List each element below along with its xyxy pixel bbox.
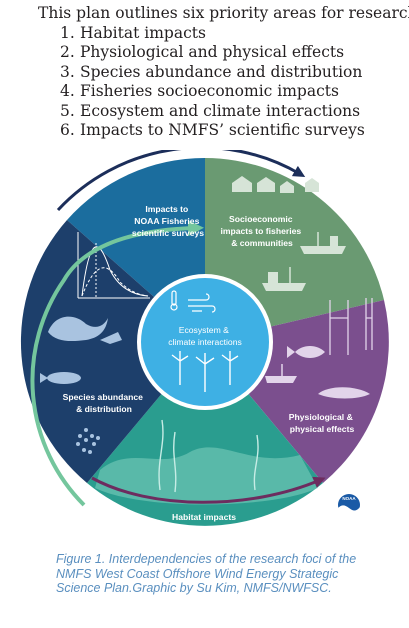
caption-line: Science Plan.Graphic by Su Kim, NMFS/NWF… [56,581,332,595]
outer-arrow-top [56,150,306,212]
caption-line: Figure 1. Interdependencies of the resea… [56,552,357,566]
list-item: 1. Habitat impacts [60,24,206,42]
noaa-logo: NOAA [335,491,363,519]
noaa-logo-text: NOAA [342,496,356,501]
research-wheel-diagram: Impacts to NOAA Fisheries scientific sur… [20,150,389,526]
list-item: 6. Impacts to NMFS’ scientific surveys [60,121,365,140]
fish-school-icon [40,372,81,384]
seabird-icon [100,332,122,344]
seafloor-habitat-graphic [95,419,318,505]
fish-icon [287,346,325,358]
caption-line: NMFS West Coast Offshore Wind Energy Str… [56,566,339,581]
species-label: Species abundance & distribution [63,392,146,414]
fishing-boat-icon [300,232,346,254]
surveys-label: Impacts to NOAA Fisheries scientific sur… [132,204,204,238]
list-item: 5. Ecosystem and climate interactions [60,101,361,120]
species-wedge [20,220,205,483]
thermometer-icon [170,290,178,311]
wind-turbine-foundations-icon [329,298,373,355]
whale-icon [318,387,370,399]
priority-areas-list: 1. Habitat impacts 2. Physiological and ph… [60,24,365,140]
boat-icon [265,364,297,383]
figure-caption: Figure 1. Interdependencies of the resea… [56,552,376,596]
bottom-arrow-purple [91,476,326,504]
plankton-icon [76,428,100,454]
wind-turbine-icon [171,351,239,392]
physio-label: Physiological & physical effects [289,412,355,434]
intro-text: This plan outlines six priority areas fo… [38,4,409,22]
habitat-label: Habitat impacts [172,512,236,522]
socio-label: Socioeconomic impacts to fisheries & com… [220,214,303,248]
houses-icon [232,176,319,193]
list-item: 2. Physiological and physical effects [60,43,345,62]
seal-icon [48,316,108,342]
list-item: 3. Species abundance and distribution [60,62,363,81]
inner-arrow-green [30,220,204,507]
trawler-icon [262,267,306,291]
wind-icon [188,293,216,313]
list-item: 4. Fisheries socioeconomic impacts [60,82,339,101]
center-label: Ecosystem & climate interactions [168,325,242,347]
